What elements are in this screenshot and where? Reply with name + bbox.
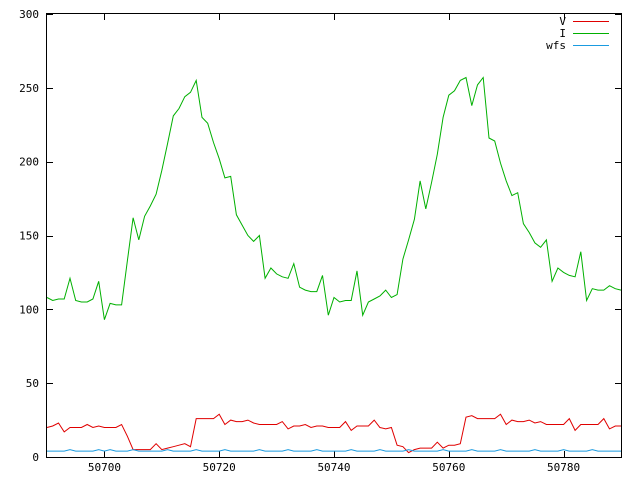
x-tick-label: 50760: [432, 461, 465, 474]
y-tick-label: 150: [19, 230, 39, 243]
x-tick-label: 50700: [88, 461, 121, 474]
x-tick-label: 50780: [547, 461, 580, 474]
legend-label-wfs: wfs: [546, 39, 566, 52]
y-tick-label: 0: [32, 451, 39, 464]
series-line-wfs: [47, 449, 621, 452]
x-tick-label: 50720: [203, 461, 236, 474]
legend-label-v: V: [559, 15, 566, 28]
y-tick-label: 50: [26, 377, 39, 390]
series-line-v: [46, 413, 621, 454]
legend-label-i: I: [559, 27, 566, 40]
y-tick-label: 300: [19, 8, 39, 21]
series-group: [46, 76, 622, 454]
y-tick-label: 250: [19, 82, 39, 95]
plot-frame: [46, 13, 622, 458]
y-axis-ticks: 0 50 100 150 200 250 300: [19, 8, 621, 464]
y-tick-label: 200: [19, 156, 39, 169]
x-tick-label: 50740: [317, 461, 350, 474]
y-tick-label: 100: [19, 303, 39, 316]
series-line-i: [46, 76, 622, 320]
x-axis-ticks: 50700 50720 50740 50760 50780: [88, 14, 580, 474]
